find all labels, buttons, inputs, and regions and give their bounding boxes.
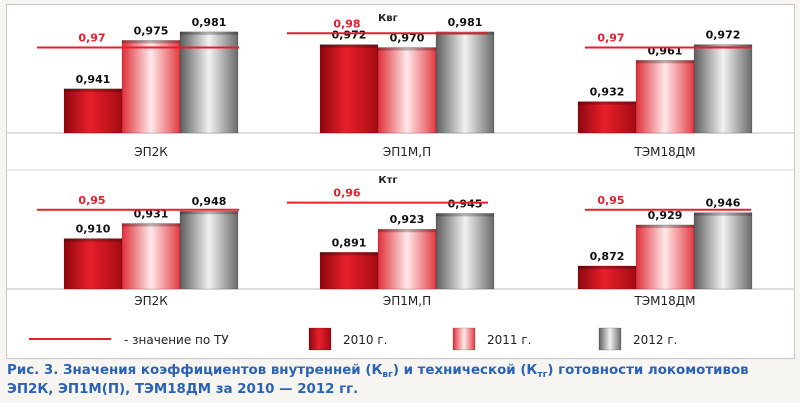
caption-text-3: ) готовности локомотивов ЭП2К, ЭП1М(П), … [7,363,749,397]
caption-text-2: ) и технической (К [392,363,538,378]
chart-frame: Квг 0,941 0,975 0,981 ЭП2К 0,97 0,972 0,970 0,98… [6,4,795,359]
bar-3 [435,31,495,134]
bar-3 [179,31,239,134]
bar-2 [377,228,437,290]
bar-rim [64,88,122,92]
norm-label: 0,97 [78,32,105,45]
category-label: ЭП1М,П [383,294,431,308]
data-label: 0,872 [590,250,625,263]
bar-rim [636,60,694,64]
legend-label-3: 2012 г. [633,333,677,347]
bar-2 [121,40,181,134]
bar-1 [577,101,637,134]
bar-2 [635,60,695,134]
chart-title: Квг [378,13,398,24]
category-label: ЭП2К [134,294,168,308]
bar-2 [121,223,181,290]
data-label: 0,972 [706,29,741,42]
data-label: 0,948 [192,195,227,208]
category-label: ТЭМ18ДМ [633,294,695,308]
bar-rim [578,101,636,105]
legend-label-2: 2011 г. [487,333,531,347]
bar-2 [377,47,437,134]
bar-1 [577,265,637,290]
bar-rim [122,40,180,44]
legend: - значение по ТУ 2010 г. 2011 г. 2012 г. [29,327,677,351]
bar-group-3: 0,932 0,961 0,972 ТЭМ18ДМ 0,97 [577,29,753,159]
norm-label: 0,95 [597,194,624,207]
bar-rim [180,31,238,35]
chart-panel-1: Квг 0,941 0,975 0,981 ЭП2К 0,97 0,972 0,970 0,98… [7,13,794,159]
data-label: 0,923 [390,213,425,226]
bar-rim [180,211,238,215]
bar-2 [635,224,695,290]
norm-label: 0,95 [78,194,105,207]
bar-rim [694,44,752,48]
bar-rim [378,47,436,51]
data-label: 0,941 [76,73,111,86]
bar-rim [320,252,378,256]
bar-rim [64,238,122,242]
data-label: 0,910 [76,223,111,236]
bar-group-2: 0,891 0,923 0,945 ЭП1М,П 0,96 [287,187,495,308]
legend-swatch-2 [452,327,476,351]
data-label: 0,975 [134,24,169,37]
data-label: 0,945 [448,197,483,210]
bar-group-2: 0,972 0,970 0,981 ЭП1М,П 0,98 [287,16,495,159]
chart-panel-2: Ктг0,9100,9310,948ЭП2К0,950,8910,9230,94… [7,169,794,308]
category-label: ЭП2К [134,145,168,159]
data-label: 0,961 [648,44,683,57]
legend-swatch-3 [598,327,622,351]
figure-caption: Рис. 3. Значения коэффициентов внутренне… [7,361,793,399]
bar-1 [63,88,123,134]
norm-label: 0,96 [333,187,360,200]
chart-title: Ктг [378,175,397,186]
legend-swatch-1 [308,327,332,351]
bar-rim [636,224,694,228]
data-label: 0,981 [192,16,227,29]
data-label: 0,981 [448,16,483,29]
bar-rim [122,223,180,227]
bar-3 [693,44,753,134]
caption-sub-2: тг [537,370,548,380]
data-label: 0,972 [332,29,367,42]
bar-group-1: 0,941 0,975 0,981 ЭП2К 0,97 [37,16,239,159]
norm-label: 0,97 [597,32,624,45]
category-label: ЭП1М,П [383,145,431,159]
norm-label: 0,98 [333,17,360,30]
bar-rim [436,213,494,217]
bar-rim [578,265,636,269]
bar-3 [693,212,753,290]
bar-1 [319,251,379,290]
bar-1 [63,238,123,290]
data-label: 0,946 [706,197,741,210]
caption-sub-1: вг [382,370,393,380]
bar-3 [179,210,239,290]
category-label: ТЭМ18ДМ [633,145,695,159]
data-label: 0,932 [590,86,625,99]
chart-canvas: Квг 0,941 0,975 0,981 ЭП2К 0,97 0,972 0,970 0,98… [7,13,794,351]
caption-text-1: Рис. 3. Значения коэффициентов внутренне… [7,363,383,378]
bar-3 [435,213,495,290]
data-label: 0,929 [648,209,683,222]
bar-rim [378,229,436,233]
bar-1 [319,44,379,134]
bar-rim [320,44,378,48]
bar-rim [694,212,752,216]
bar-group-3: 0,872 0,929 0,946 ТЭМ18ДМ 0,95 [577,194,753,308]
data-label: 0,891 [332,236,367,249]
data-label: 0,970 [390,32,425,45]
legend-label-1: 2010 г. [343,333,387,347]
legend-norm-label: - значение по ТУ [124,333,229,347]
